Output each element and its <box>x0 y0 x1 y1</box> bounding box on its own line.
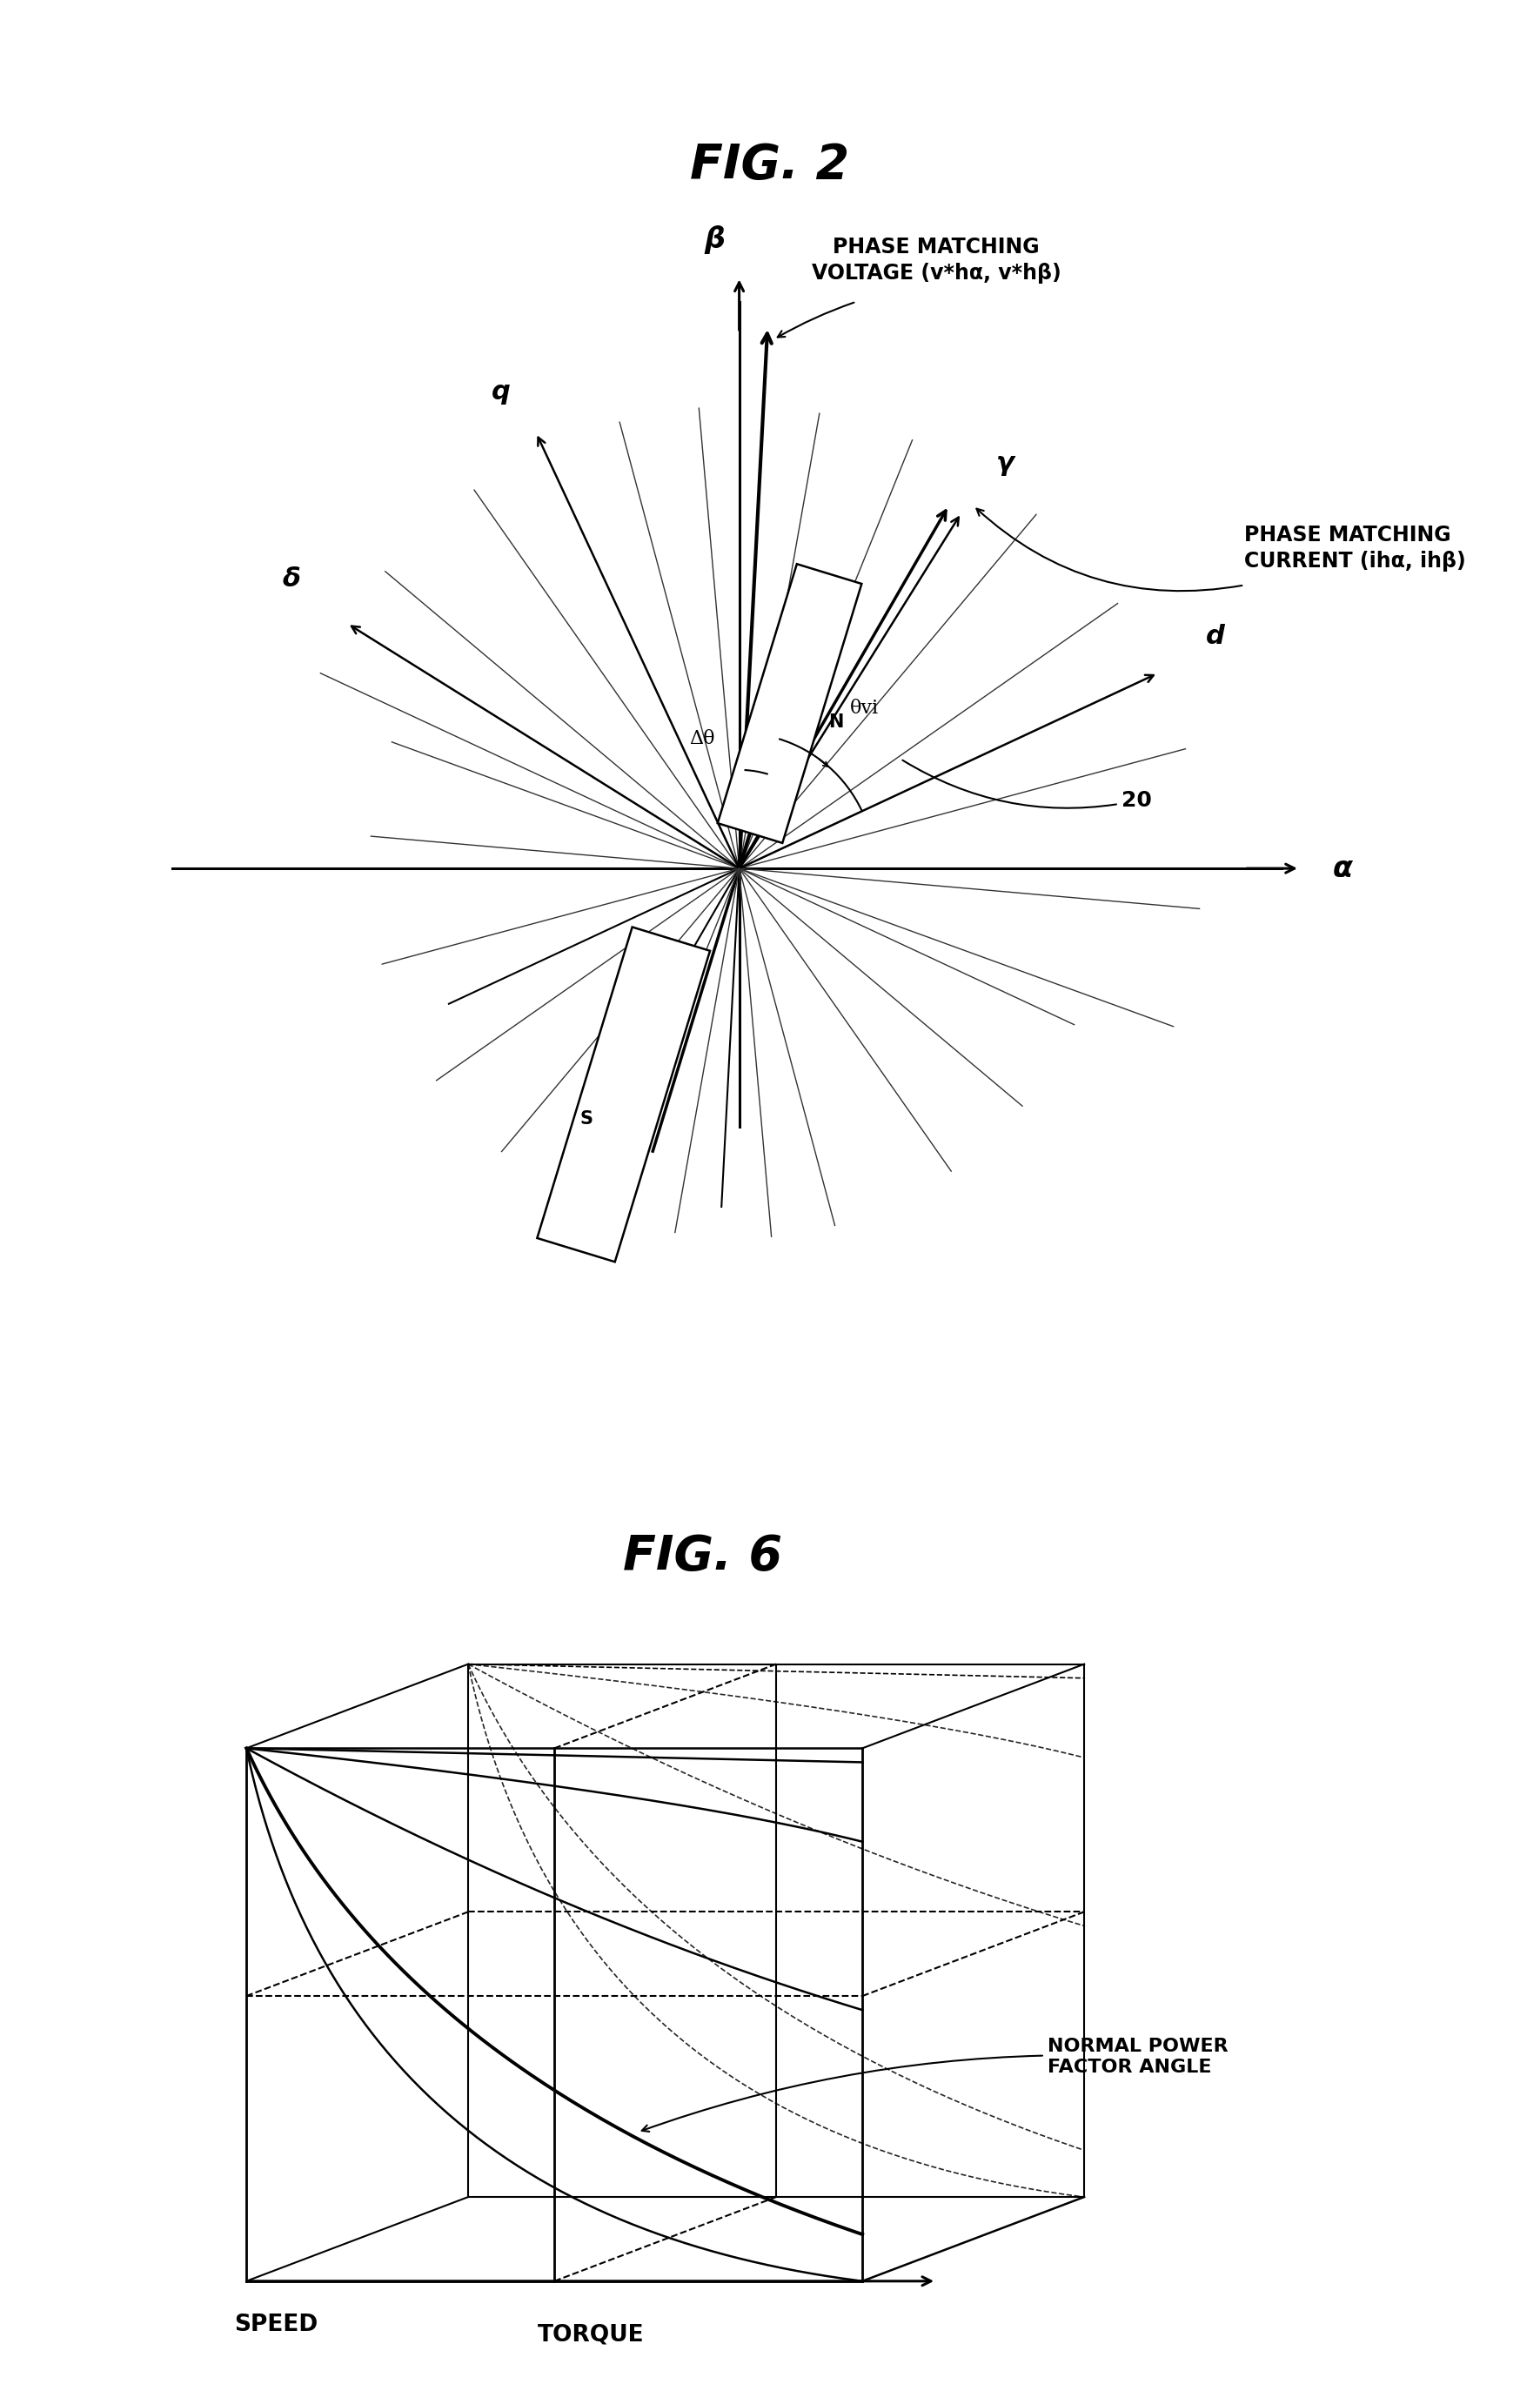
Text: d: d <box>1206 625 1224 649</box>
Text: β: β <box>704 226 725 255</box>
Text: FIG. 6: FIG. 6 <box>622 1534 782 1579</box>
Text: α: α <box>1334 853 1352 882</box>
Text: θvi: θvi <box>850 700 879 719</box>
Text: S: S <box>581 1111 593 1127</box>
Text: N: N <box>829 714 844 731</box>
Text: γ: γ <box>996 452 1015 476</box>
Text: δ: δ <box>282 567 300 591</box>
Text: 20: 20 <box>902 760 1152 810</box>
Text: q: q <box>491 380 511 404</box>
Polygon shape <box>537 928 710 1262</box>
Text: Δθ: Δθ <box>688 728 715 748</box>
Text: SPEED: SPEED <box>234 2313 317 2337</box>
Text: PHASE MATCHING
CURRENT (ihα, ihβ): PHASE MATCHING CURRENT (ihα, ihβ) <box>1244 524 1466 572</box>
Polygon shape <box>718 565 862 844</box>
Text: NORMAL POWER
FACTOR ANGLE: NORMAL POWER FACTOR ANGLE <box>642 2036 1227 2132</box>
Text: TORQUE: TORQUE <box>537 2322 645 2346</box>
Text: PHASE MATCHING
VOLTAGE (v*hα, v*hβ): PHASE MATCHING VOLTAGE (v*hα, v*hβ) <box>812 236 1061 284</box>
Text: FIG. 2: FIG. 2 <box>690 142 850 188</box>
